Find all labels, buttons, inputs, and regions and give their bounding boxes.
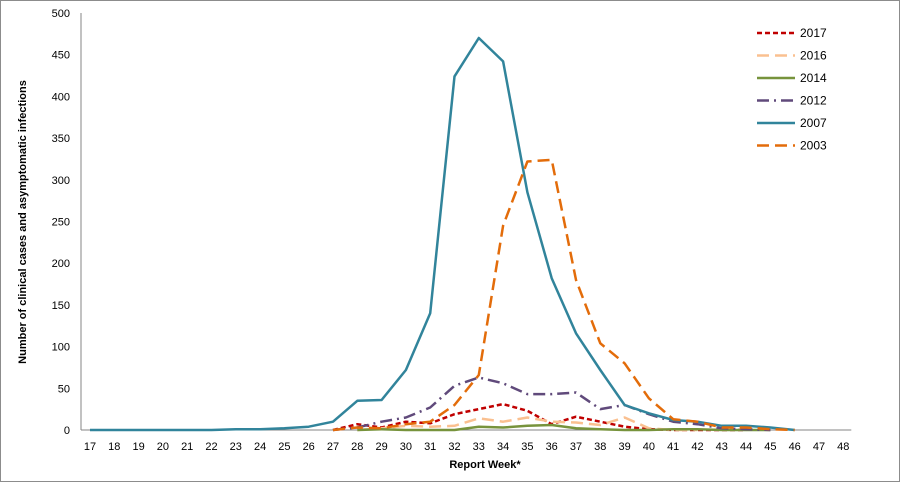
x-tick-label: 34 <box>497 441 509 453</box>
y-tick-label: 300 <box>52 175 70 187</box>
x-tick-label: 19 <box>132 441 144 453</box>
x-axis-title: Report Week* <box>449 459 521 471</box>
x-tick-label: 30 <box>400 441 412 453</box>
x-tick-label: 37 <box>570 441 582 453</box>
legend-label-2016: 2016 <box>800 49 827 63</box>
x-tick-label: 28 <box>351 441 363 453</box>
x-tick-label: 47 <box>813 441 825 453</box>
y-axis-ticks: 0 50 100 150 200 250 300 350 400 450 500 <box>52 8 70 437</box>
y-axis-title: Number of clinical cases and asymptomati… <box>17 80 29 364</box>
series-line-2003 <box>332 158 795 432</box>
x-axis-ticks: 17 18 19 20 21 22 23 24 25 26 27 28 29 30 31 32 33 34 35 36… <box>84 441 850 453</box>
x-tick-label: 24 <box>254 441 266 453</box>
series-line-2007 <box>90 36 795 432</box>
legend: 2017 2016 2014 2012 2007 2003 <box>757 26 827 153</box>
y-tick-label: 100 <box>52 342 70 354</box>
y-tick-label: 0 <box>64 425 70 437</box>
legend-label-2017: 2017 <box>800 26 827 40</box>
x-tick-label: 33 <box>473 441 485 453</box>
x-tick-label: 32 <box>448 441 460 453</box>
x-tick-label: 42 <box>691 441 703 453</box>
x-tick-label: 29 <box>375 441 387 453</box>
x-tick-label: 26 <box>303 441 315 453</box>
series-line-2012 <box>332 376 771 432</box>
y-tick-label: 400 <box>52 91 70 103</box>
x-tick-label: 35 <box>521 441 533 453</box>
x-tick-label: 43 <box>716 441 728 453</box>
y-tick-label: 500 <box>52 8 70 20</box>
y-tick-label: 200 <box>52 258 70 270</box>
y-tick-label: 50 <box>58 383 70 395</box>
x-tick-label: 22 <box>205 441 217 453</box>
series-line-2014 <box>357 423 771 432</box>
x-tick-label: 41 <box>667 441 679 453</box>
x-tick-label: 17 <box>84 441 96 453</box>
x-tick-label: 46 <box>789 441 801 453</box>
x-tick-label: 38 <box>594 441 606 453</box>
x-tick-label: 39 <box>618 441 630 453</box>
x-tick-label: 18 <box>108 441 120 453</box>
legend-label-2014: 2014 <box>800 71 827 85</box>
y-tick-label: 450 <box>52 50 70 62</box>
y-tick-label: 150 <box>52 300 70 312</box>
legend-label-2003: 2003 <box>800 139 827 153</box>
x-tick-label: 44 <box>740 441 752 453</box>
x-tick-label: 31 <box>424 441 436 453</box>
x-tick-label: 25 <box>278 441 290 453</box>
series-line-2016 <box>357 416 698 432</box>
x-tick-label: 27 <box>327 441 339 453</box>
x-tick-label: 20 <box>157 441 169 453</box>
y-tick-label: 250 <box>52 217 70 229</box>
x-tick-label: 48 <box>837 441 849 453</box>
legend-label-2012: 2012 <box>800 94 827 108</box>
x-tick-label: 21 <box>181 441 193 453</box>
legend-label-2007: 2007 <box>800 116 827 130</box>
x-tick-label: 23 <box>230 441 242 453</box>
series-lines <box>90 36 795 432</box>
x-tick-label: 45 <box>764 441 776 453</box>
y-tick-label: 350 <box>52 133 70 145</box>
x-tick-label: 40 <box>643 441 655 453</box>
x-tick-label: 36 <box>546 441 558 453</box>
